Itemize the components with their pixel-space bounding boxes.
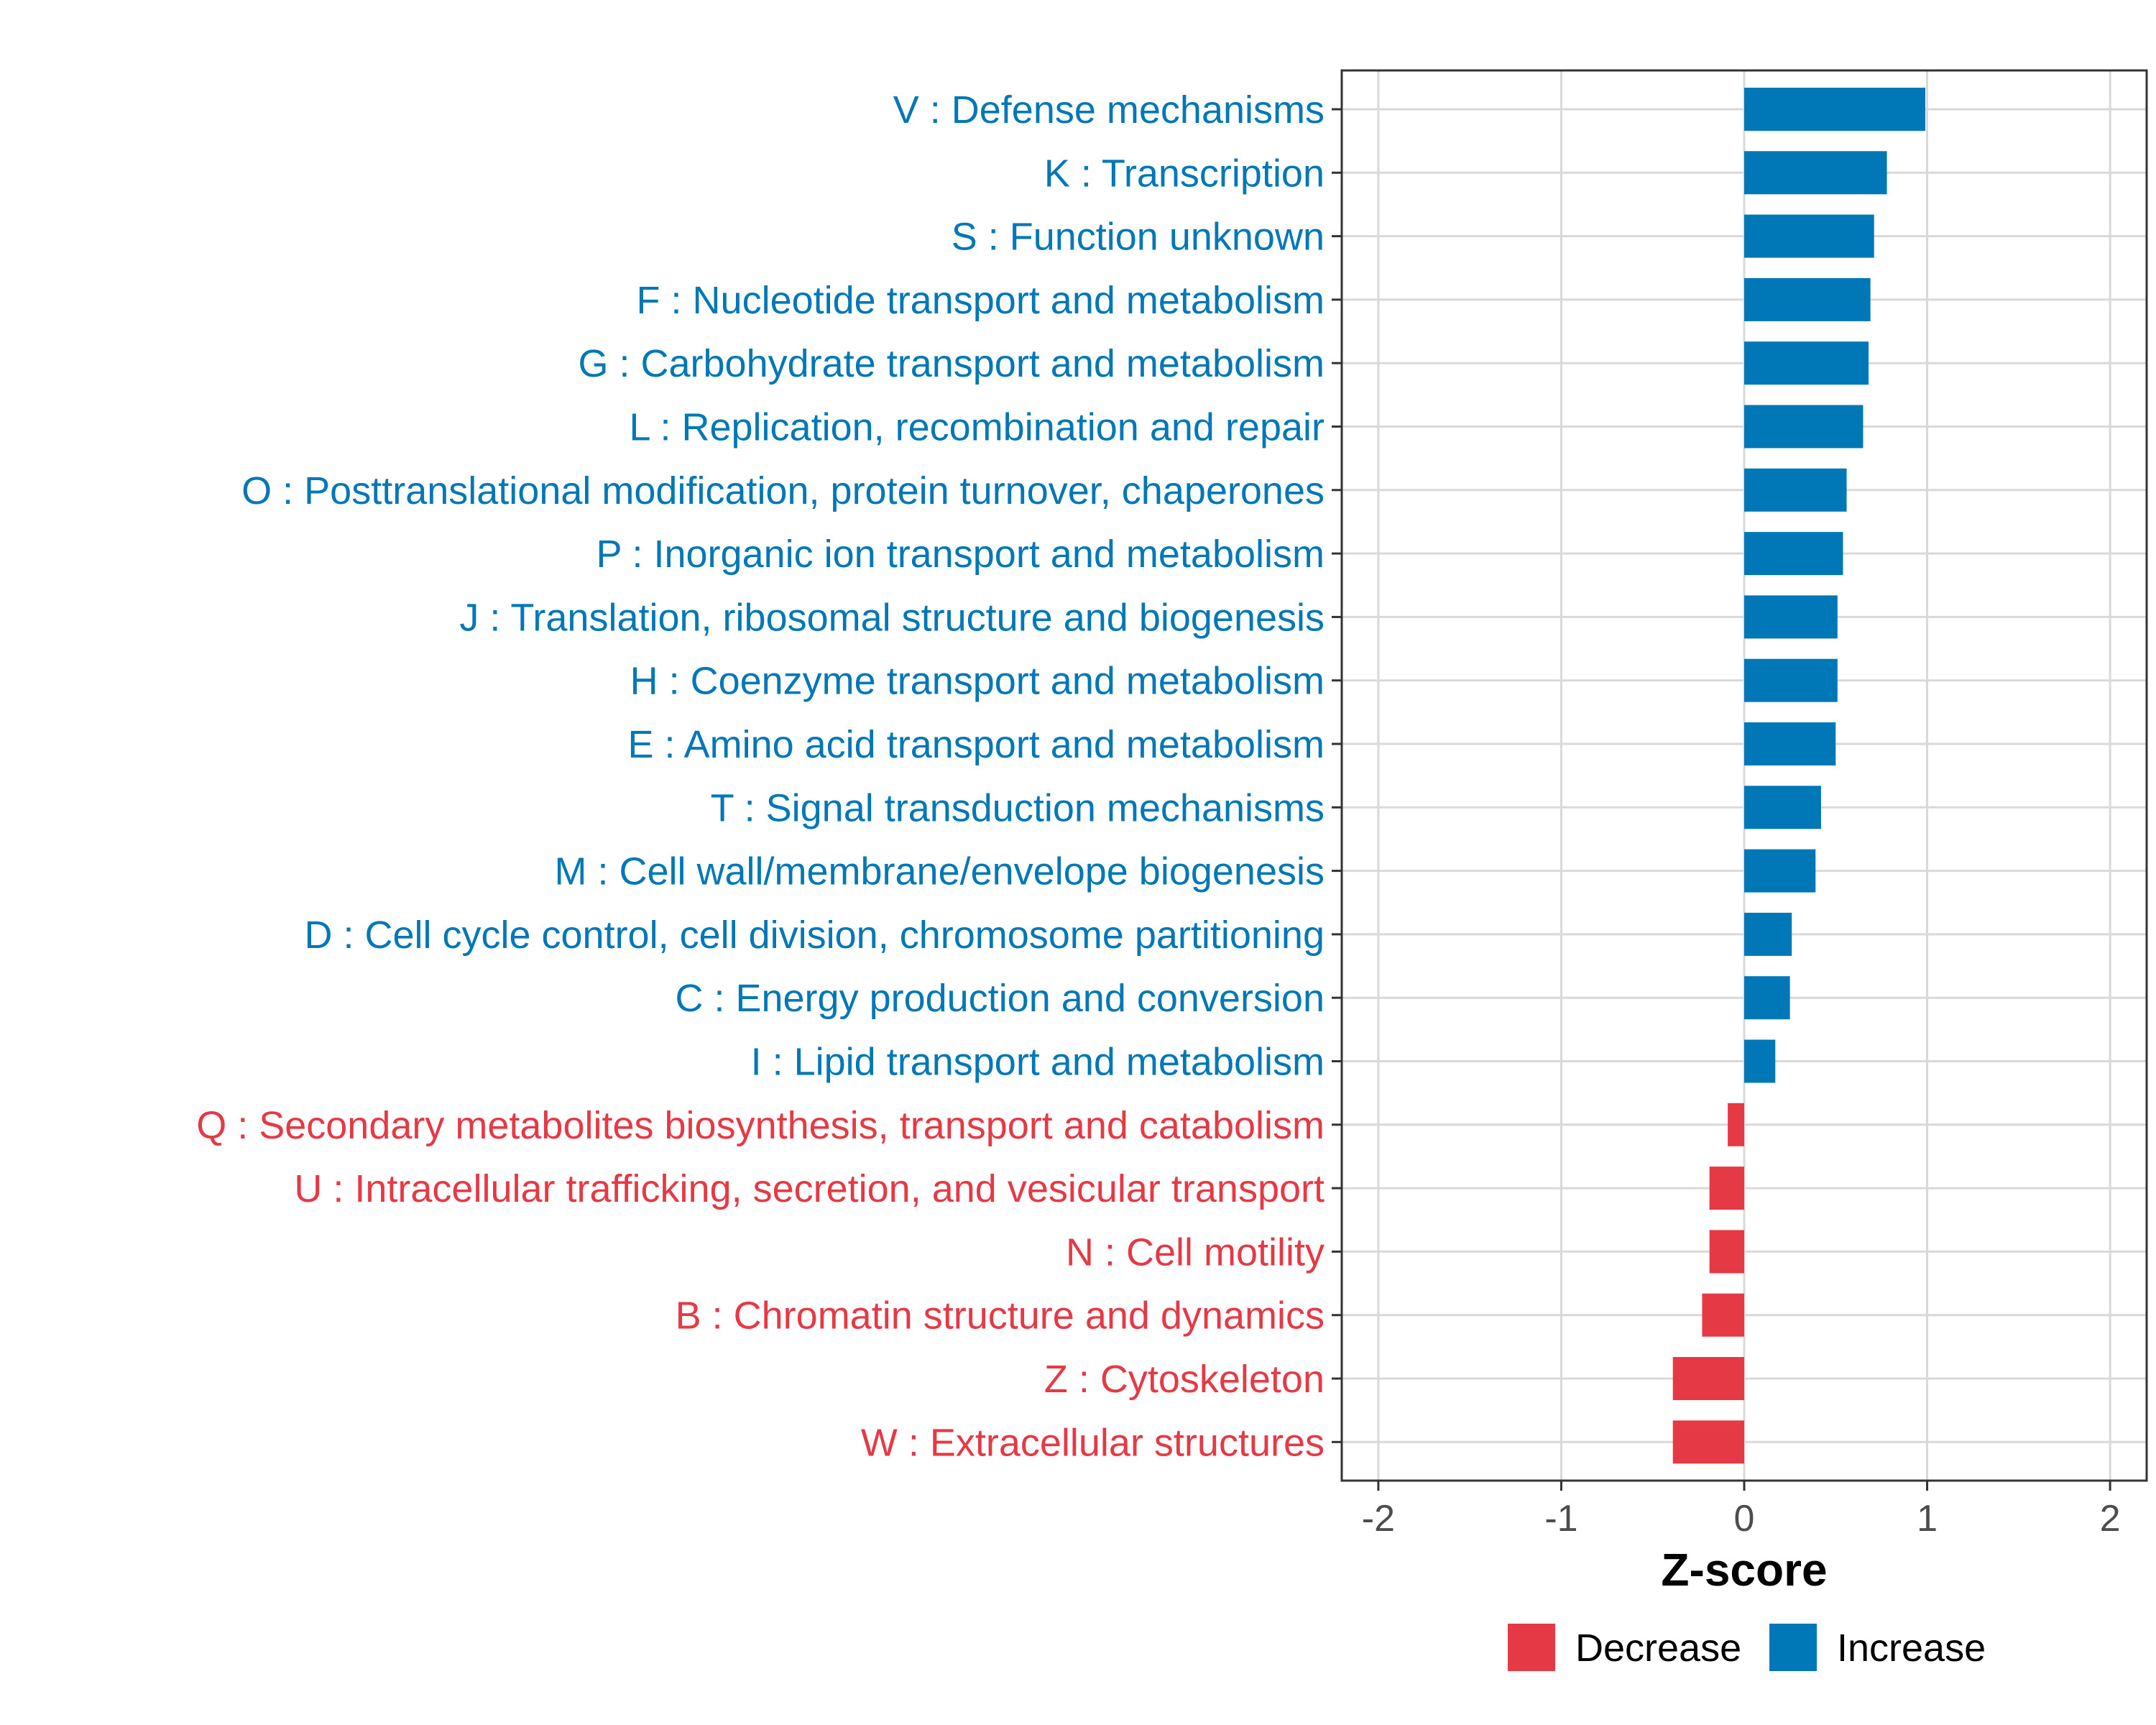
y-tick-label: P : Inorganic ion transport and metaboli… [596, 533, 1325, 576]
bar [1744, 786, 1821, 829]
bar [1709, 1167, 1744, 1210]
legend-label: Increase [1837, 1627, 1986, 1670]
y-tick-label: C : Energy production and conversion [675, 977, 1325, 1020]
x-tick-label: -2 [1362, 1498, 1395, 1540]
bar [1702, 1293, 1744, 1337]
y-tick-label: U : Intracellular trafficking, secretion… [294, 1167, 1325, 1210]
bar [1744, 722, 1836, 765]
y-tick-label: G : Carbohydrate transport and metabolis… [579, 342, 1325, 385]
x-axis-ticks: -2 -1 0 1 2 [1362, 1481, 2121, 1540]
x-tick-label: 1 [1917, 1498, 1938, 1540]
x-tick-label: -1 [1544, 1498, 1577, 1540]
y-tick-label: E : Amino acid transport and metabolism [628, 723, 1325, 766]
y-tick-label: L : Replication, recombination and repai… [629, 406, 1325, 449]
bar [1744, 1039, 1776, 1083]
bars [1672, 88, 1925, 1464]
bar [1744, 277, 1871, 321]
x-axis-title: Z-score [1661, 1544, 1827, 1596]
bar [1744, 88, 1925, 131]
y-axis-ticks: V : Defense mechanisms K : Transcription S… [196, 88, 1342, 1464]
bar [1744, 151, 1887, 195]
bar [1744, 849, 1816, 893]
bar [1744, 214, 1874, 258]
y-tick-label: N : Cell motility [1066, 1230, 1325, 1274]
bar [1744, 405, 1864, 448]
y-tick-label: B : Chromatin structure and dynamics [676, 1294, 1325, 1338]
bar [1709, 1230, 1744, 1274]
y-tick-label: H : Coenzyme transport and metabolism [630, 660, 1325, 703]
y-tick-label: M : Cell wall/membrane/envelope biogenes… [554, 850, 1325, 893]
bar [1672, 1357, 1744, 1400]
y-tick-label: Q : Secondary metabolites biosynthesis, … [196, 1104, 1325, 1147]
y-tick-label: F : Nucleotide transport and metabolism [637, 279, 1325, 322]
x-tick-label: 2 [2100, 1498, 2121, 1540]
bar [1744, 595, 1838, 639]
bar [1672, 1420, 1744, 1464]
y-tick-label: T : Signal transduction mechanisms [711, 786, 1325, 829]
y-tick-label: K : Transcription [1044, 152, 1325, 195]
y-tick-label: I : Lipid transport and metabolism [751, 1041, 1325, 1084]
bar [1744, 532, 1843, 576]
bar [1744, 976, 1790, 1020]
legend-swatch [1769, 1624, 1817, 1671]
y-tick-label: J : Translation, ribosomal structure and… [459, 596, 1325, 639]
y-tick-label: V : Defense mechanisms [893, 88, 1325, 132]
y-tick-label: O : Posttranslational modification, prot… [241, 469, 1325, 512]
y-tick-label: Z : Cytoskeleton [1044, 1358, 1325, 1401]
bar [1744, 912, 1792, 956]
bar [1744, 468, 1847, 512]
legend-label: Decrease [1575, 1627, 1741, 1670]
bar [1728, 1103, 1744, 1146]
y-tick-label: S : Function unknown [952, 216, 1325, 259]
bar [1744, 658, 1838, 702]
x-tick-label: 0 [1734, 1498, 1755, 1540]
legend-swatch [1508, 1624, 1555, 1671]
y-tick-label: D : Cell cycle control, cell division, c… [304, 914, 1325, 957]
legend: Decrease Increase [1508, 1624, 1986, 1671]
bar [1744, 341, 1869, 385]
y-tick-label: W : Extracellular structures [861, 1421, 1325, 1464]
